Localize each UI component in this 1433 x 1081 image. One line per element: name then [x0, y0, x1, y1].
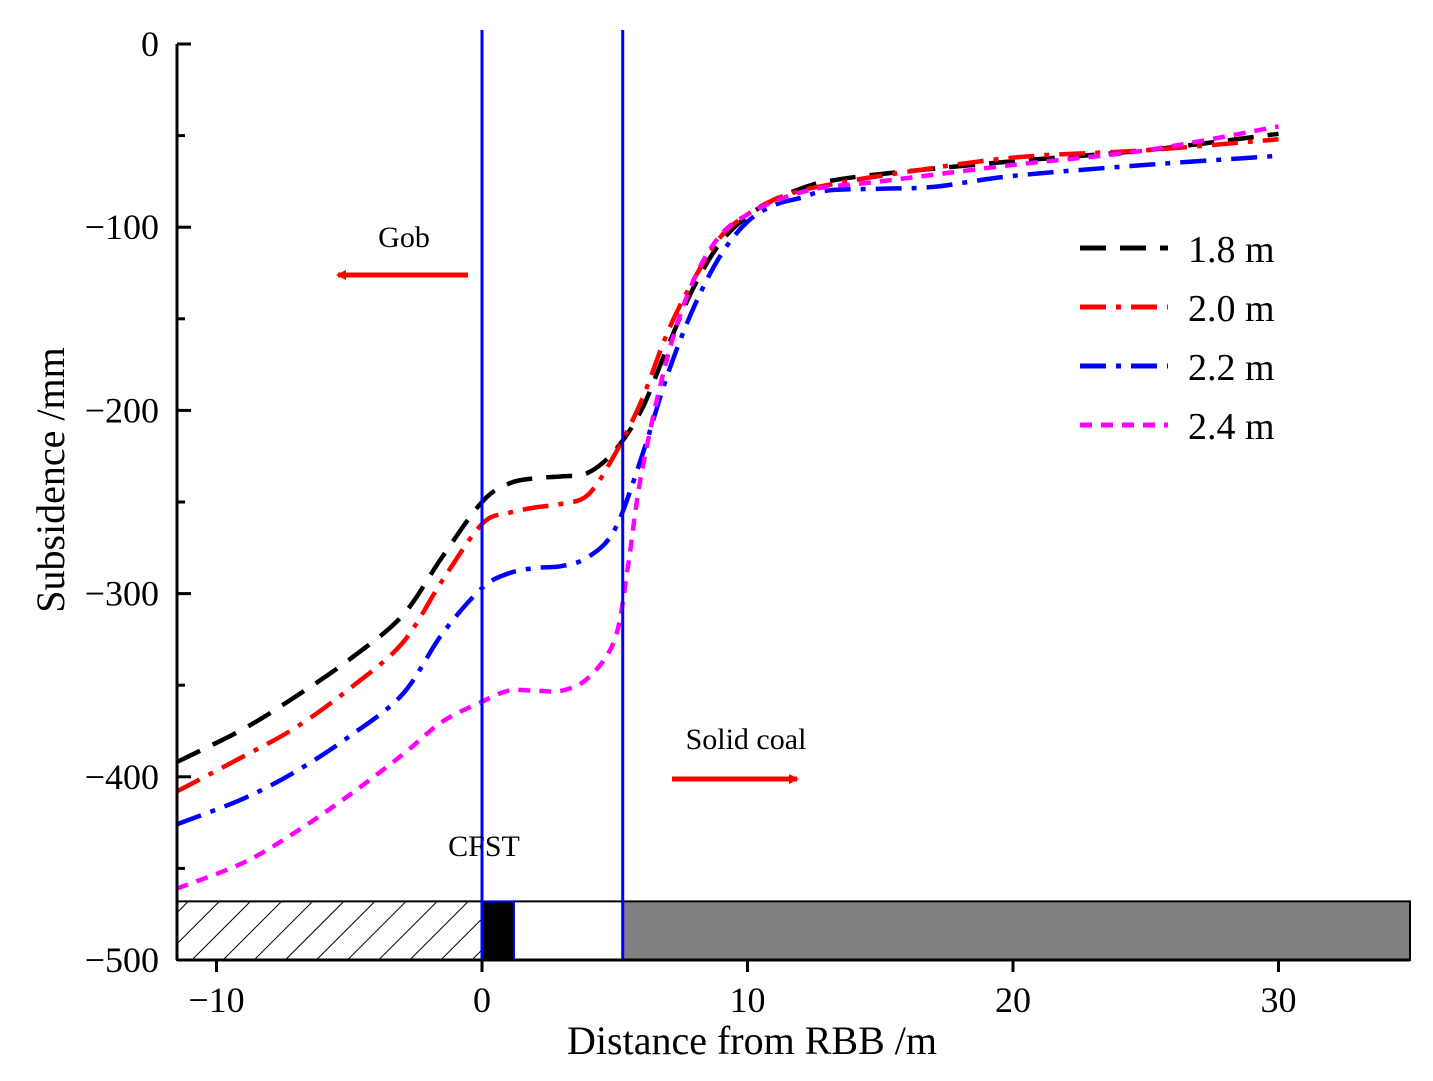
strata-layer	[176, 900, 1411, 961]
legend-label: 2.2 m	[1188, 347, 1275, 389]
solid-coal-label: Solid coal	[686, 723, 807, 756]
x-tick-label: 10	[730, 980, 766, 1020]
series-line-2-2-m	[175, 153, 1279, 827]
roadway-zone	[512, 900, 624, 961]
y-tick-label: 0	[141, 24, 159, 64]
y-tick-label: −100	[85, 207, 159, 247]
legend: 1.8 m 2.0 m 2.2 m 2.4 m	[1080, 229, 1275, 448]
y-ticks: 0 −100 −200 −300 −400 −500	[85, 24, 191, 980]
x-axis-title: Distance from RBB /m	[567, 1018, 937, 1063]
series-line-2-4-m	[175, 124, 1279, 891]
x-ticks: −10 0 10 20 30	[188, 960, 1297, 1020]
y-tick-label: −500	[85, 940, 159, 980]
x-tick-label: −10	[188, 980, 244, 1020]
y-tick-label: −200	[85, 390, 159, 430]
x-tick-label: 20	[995, 980, 1031, 1020]
gob-hatched-zone	[176, 900, 483, 961]
x-axis: −10 0 10 20 30	[177, 958, 1410, 1020]
series-line-2-0-m	[175, 137, 1279, 794]
cfst-block	[481, 900, 515, 961]
solid-coal-zone	[621, 900, 1411, 961]
x-tick-label: 0	[473, 980, 491, 1020]
y-axis-title: Subsidence /mm	[28, 347, 73, 613]
y-tick-label: −400	[85, 757, 159, 797]
y-tick-label: −300	[85, 574, 159, 614]
cfst-label: CFST	[448, 830, 520, 863]
series-group	[175, 124, 1279, 891]
legend-label: 2.0 m	[1188, 288, 1275, 330]
legend-label: 1.8 m	[1188, 229, 1275, 271]
x-tick-label: 30	[1261, 980, 1297, 1020]
gob-label: Gob	[378, 221, 430, 254]
legend-label: 2.4 m	[1188, 406, 1275, 448]
y-axis: 0 −100 −200 −300 −400 −500	[85, 24, 191, 980]
